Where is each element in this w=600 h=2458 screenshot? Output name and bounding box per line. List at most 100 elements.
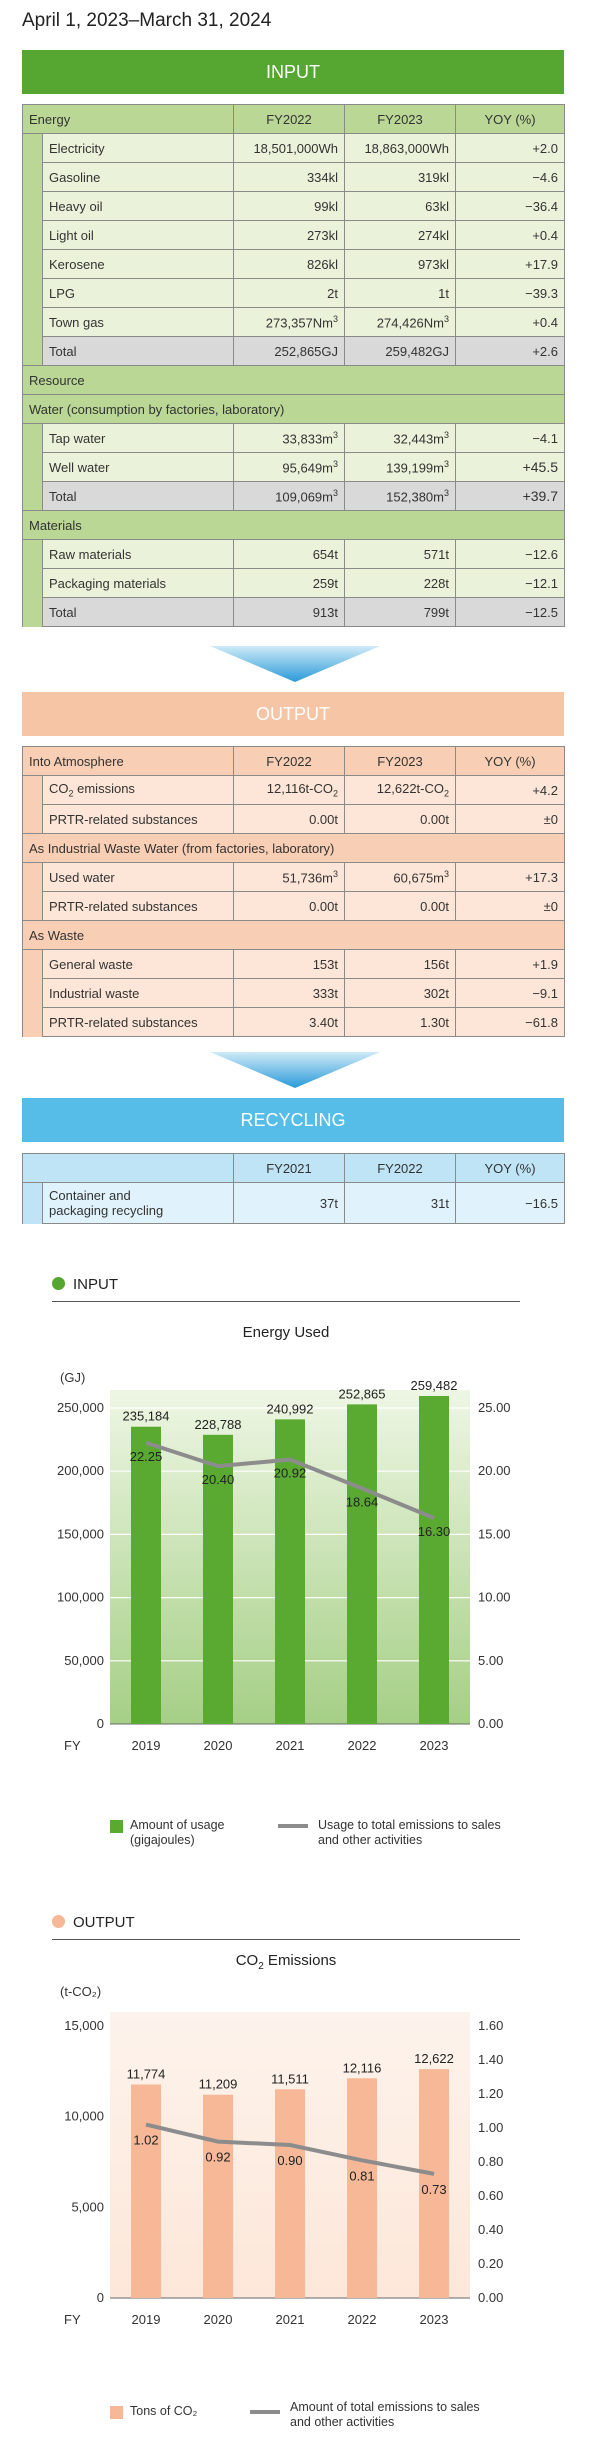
line-value-label: 20.40 [202, 1472, 235, 1487]
table-row: Water (consumption by factories, laborat… [21, 394, 566, 424]
table-row: LPG 2t 1t −39.3 [23, 278, 566, 308]
table-row: Well water 95,649m3 139,199m3 +45.5 [23, 452, 566, 482]
line-value-label: 1.02 [133, 2133, 158, 2148]
col-fy2022: FY2022 [344, 1153, 456, 1183]
row-label: Raw materials [41, 539, 235, 569]
cell-value: 18,501,000Wh [233, 133, 346, 163]
table-row: Town gas 273,357Nm3 274,426Nm3 +0.4 [23, 307, 566, 337]
cell-value: 913t [233, 597, 346, 627]
table-row: Industrial waste 333t 302t −9.1 [23, 978, 566, 1008]
line-swatch-icon [278, 1824, 308, 1828]
col-yoy: YOY (%) [455, 746, 566, 776]
cell-value: ±0 [455, 891, 566, 921]
y2-tick-label: 1.60 [478, 2018, 503, 2033]
ratio-line [145, 2122, 435, 2176]
cell-value: −61.8 [455, 1007, 566, 1037]
cell-value: 139,199m3 [344, 452, 457, 482]
x-tick-label: 2021 [276, 1738, 305, 1753]
cell-value: −16.5 [455, 1182, 565, 1224]
y-tick-label: 200,000 [57, 1463, 104, 1478]
table-row: Materials [21, 510, 566, 540]
y-tick-label: 15,000 [64, 2018, 104, 2033]
table-row: CO2 emissions 12,116t-CO2 12,622t-CO2 +4… [22, 775, 566, 834]
table-row: Into Atmosphere FY2022 FY2023 YOY (%) [21, 746, 566, 776]
legend-line: Amount of total emissions to sales and ot… [250, 2400, 480, 2430]
resource-header: Resource [21, 365, 566, 395]
cell-value: 51,736m3 [233, 862, 346, 892]
cell-value: 333t [233, 978, 346, 1008]
y-tick-label: 10,000 [64, 2109, 104, 2124]
peach-dot-icon [52, 1915, 65, 1928]
col-yoy: YOY (%) [455, 104, 566, 134]
y2-tick-label: 1.40 [478, 2052, 503, 2067]
table-row: General waste 153t 156t +1.9 [22, 949, 566, 1037]
row-label: Town gas [41, 307, 235, 337]
bar-value-label: 252,865 [339, 1386, 386, 1401]
legend-bar: Amount of usage (gigajoules) [110, 1818, 225, 1848]
cell-value: 33,833m3 [233, 423, 346, 453]
down-arrow-icon [210, 1052, 380, 1088]
cell-value: 0.00t [233, 804, 346, 834]
row-label: Container and packaging recycling [42, 1182, 234, 1224]
table-row: Total 109,069m3 152,380m3 +39.7 [23, 481, 566, 511]
cell-value: 0.00t [344, 804, 457, 834]
input-banner: INPUT [22, 50, 564, 94]
input-section-heading: INPUT [52, 1276, 520, 1302]
period-title: April 1, 2023–March 31, 2024 [22, 10, 272, 31]
cell-value: 274,426Nm3 [344, 307, 457, 337]
co2-chart-title: CO2 Emissions [235, 1952, 337, 1972]
bar-value-label: 11,511 [271, 2071, 309, 2086]
table-row: Tap water 33,833m3 32,443m3 −4.1 [22, 423, 566, 511]
bar-value-label: 12,622 [414, 2051, 454, 2066]
cell-value: 259,482GJ [344, 336, 457, 366]
cell-value: +2.6 [455, 336, 566, 366]
x-axis-label: FY [64, 1738, 81, 1753]
y-tick-label: 5,000 [71, 2199, 104, 2214]
row-label: PRTR-related substances [41, 1007, 235, 1037]
line-value-label: 0.81 [349, 2168, 374, 2183]
recycling-banner: RECYCLING [22, 1098, 564, 1142]
col-yoy: YOY (%) [455, 1153, 565, 1183]
cell-value: 3.40t [233, 1007, 346, 1037]
x-tick-label: 2023 [420, 2312, 449, 2327]
y-tick-label: 0 [97, 2290, 104, 2305]
bar [347, 2078, 377, 2298]
line-value-label: 0.92 [205, 2150, 230, 2165]
line-value-label: 20.92 [274, 1466, 307, 1481]
cell-value: ±0 [455, 804, 566, 834]
legend-line: Usage to total emissions to sales and oth… [278, 1818, 501, 1848]
cell-value: −12.5 [455, 597, 566, 627]
cell-value: 274kl [344, 220, 457, 250]
x-tick-label: 2021 [276, 2312, 305, 2327]
y-tick-label: 150,000 [57, 1526, 104, 1541]
cell-value: +17.3 [455, 862, 566, 892]
cell-value: 152,380m3 [344, 481, 457, 511]
cell-value: 302t [344, 978, 457, 1008]
cell-value: 12,622t-CO2 [344, 775, 457, 805]
cell-value: 273,357Nm3 [233, 307, 346, 337]
y2-tick-label: 0.60 [478, 2188, 503, 2203]
row-label: Gasoline [41, 162, 235, 192]
bar [347, 1404, 377, 1724]
y-tick-label: 0 [97, 1716, 104, 1731]
y2-tick-label: 0.20 [478, 2256, 503, 2271]
row-label: CO2 emissions [41, 775, 235, 805]
row-label: Used water [41, 862, 235, 892]
cell-value: +17.9 [455, 249, 566, 279]
energy-chart-title: Energy Used [242, 1324, 330, 1341]
atmosphere-header: Into Atmosphere [21, 746, 235, 776]
col-fy2022: FY2022 [233, 746, 346, 776]
table-row: Electricity 18,501,000Wh 18,863,000Wh +2… [22, 133, 566, 366]
energy-chart: (GJ) 0 50,000 100,000 150,000 200,000 250,000 0… [57, 1370, 511, 1753]
bar-value-label: 11,209 [199, 2077, 238, 2092]
y-tick-label: 50,000 [64, 1653, 104, 1668]
row-label: Total [41, 481, 235, 511]
y2-tick-label: 10.00 [478, 1590, 511, 1605]
col-fy2022: FY2022 [233, 104, 346, 134]
cell-value: 37t [233, 1182, 345, 1224]
output-table: Into Atmosphere FY2022 FY2023 YOY (%) CO… [21, 746, 566, 1037]
line-value-label: 0.73 [421, 2182, 446, 2197]
cell-value: 973kl [344, 249, 457, 279]
bar [275, 2089, 305, 2298]
y2-tick-label: 1.20 [478, 2086, 503, 2101]
